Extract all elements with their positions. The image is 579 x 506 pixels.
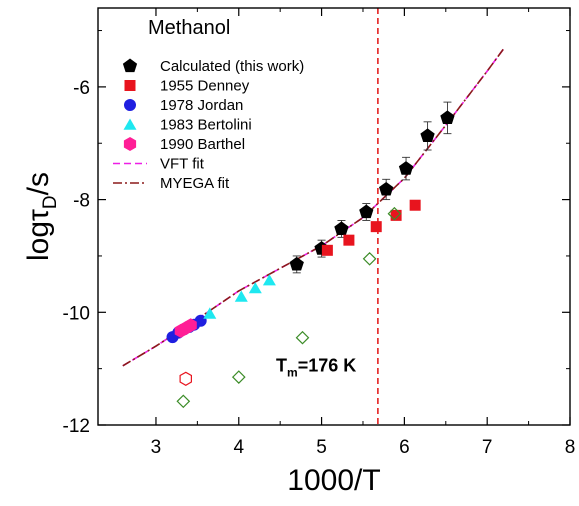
legend-marker <box>124 80 136 91</box>
calculated-this-work-point <box>440 110 455 124</box>
1955-denney-point <box>343 234 355 246</box>
legend-title: Methanol <box>148 17 230 39</box>
1955-denney-point <box>370 221 382 233</box>
annotation: Tm=176 K <box>276 355 356 379</box>
legend-label: 1983 Bertolini <box>160 117 252 134</box>
legend-marker <box>123 137 137 151</box>
legend-label: MYEGA fit <box>160 175 230 192</box>
annot-main: T <box>276 355 287 375</box>
1983-bertolini-point <box>203 307 217 319</box>
calculated-this-work-point <box>398 161 414 175</box>
axes: 3 4 5 6 7 8 -6 -8 -10 -12 1000/T logτD/s <box>22 7 576 497</box>
1955-denney-point <box>321 244 333 256</box>
legend-label: Calculated (this work) <box>160 58 304 75</box>
y-axis-title-sub: D <box>40 195 61 209</box>
open-diamond-point <box>387 206 402 221</box>
y-tick-label: -10 <box>63 303 90 324</box>
calculated-this-work-point <box>334 221 349 235</box>
legend-marker <box>123 118 137 130</box>
open-hexagon-point <box>179 371 192 386</box>
y-tick-label: -8 <box>73 191 90 212</box>
y-axis-title-tail: /s <box>22 172 55 195</box>
y-tick-label: -6 <box>73 78 90 99</box>
data-points <box>166 101 455 409</box>
legend-marker <box>124 99 136 111</box>
1983-bertolini-point <box>248 282 262 294</box>
x-tick-label: 3 <box>151 437 162 458</box>
annot-tail: =176 K <box>298 355 357 375</box>
calculated-this-work-point <box>289 256 304 271</box>
calculated-this-work-point <box>359 204 374 219</box>
y-tick-label: -12 <box>63 416 90 437</box>
1978-jordan-point <box>194 314 207 327</box>
plot-frame <box>97 7 571 426</box>
melting-temperature-label: Tm=176 K <box>276 355 356 379</box>
1990-barthel-point <box>184 318 197 333</box>
legend-label: 1990 Barthel <box>160 136 245 153</box>
x-axis-title: 1000/T <box>287 464 380 497</box>
calculated-this-work-point <box>379 182 394 196</box>
legend-marker <box>122 58 138 73</box>
legend-label: 1978 Jordan <box>160 97 243 114</box>
x-tick-label: 4 <box>233 437 244 458</box>
annot-sub: m <box>287 365 298 379</box>
legend-label: 1955 Denney <box>160 78 250 95</box>
x-tick-label: 7 <box>482 437 493 458</box>
calculated-this-work-point <box>420 128 435 142</box>
x-tick-label: 5 <box>316 437 327 458</box>
open-diamond-point <box>362 251 377 266</box>
x-tick-label: 6 <box>399 437 410 458</box>
1983-bertolini-point <box>262 274 276 286</box>
y-axis-title-main: logτ <box>22 209 55 261</box>
open-diamond-point <box>295 330 310 345</box>
1955-denney-point <box>409 199 421 211</box>
x-tick-label: 8 <box>565 437 576 458</box>
open-diamond-point <box>231 370 246 384</box>
1983-bertolini-point <box>234 290 248 302</box>
open-diamond-point <box>176 394 191 409</box>
legend-label: VFT fit <box>160 156 205 173</box>
1955-denney-point <box>390 209 402 221</box>
y-axis-title: logτD/s <box>22 172 61 261</box>
legend: Methanol Calculated (this work) 1955 Denne… <box>113 17 304 192</box>
